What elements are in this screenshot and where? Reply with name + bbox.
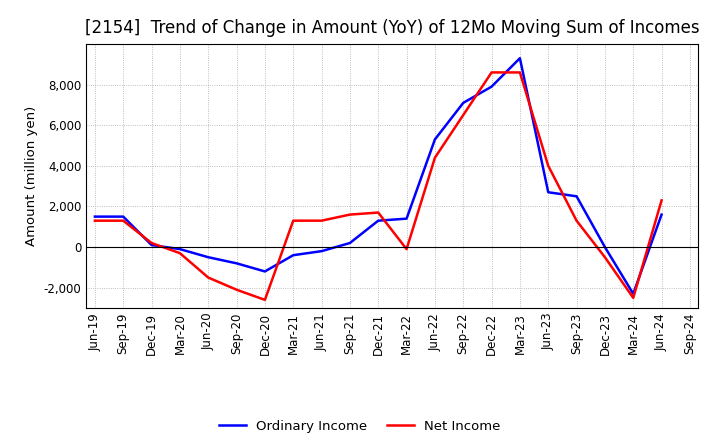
- Net Income: [148, 240, 156, 246]
- Ordinary Income: [629, 291, 637, 297]
- Net Income: [572, 218, 581, 224]
- Line: Net Income: Net Income: [95, 73, 662, 300]
- Ordinary Income: [374, 218, 382, 224]
- Ordinary Income: [459, 100, 467, 106]
- Net Income: [431, 155, 439, 160]
- Ordinary Income: [600, 245, 609, 250]
- Ordinary Income: [572, 194, 581, 199]
- Ordinary Income: [318, 249, 326, 254]
- Y-axis label: Amount (million yen): Amount (million yen): [25, 106, 38, 246]
- Ordinary Income: [346, 240, 354, 246]
- Ordinary Income: [204, 255, 212, 260]
- Ordinary Income: [657, 212, 666, 217]
- Net Income: [261, 297, 269, 303]
- Net Income: [318, 218, 326, 224]
- Ordinary Income: [91, 214, 99, 219]
- Net Income: [516, 70, 524, 75]
- Ordinary Income: [176, 246, 184, 252]
- Net Income: [402, 246, 411, 252]
- Net Income: [657, 198, 666, 203]
- Ordinary Income: [119, 214, 127, 219]
- Line: Ordinary Income: Ordinary Income: [95, 58, 662, 294]
- Ordinary Income: [487, 84, 496, 89]
- Net Income: [629, 295, 637, 301]
- Net Income: [119, 218, 127, 224]
- Net Income: [459, 113, 467, 118]
- Ordinary Income: [233, 260, 241, 266]
- Net Income: [233, 287, 241, 292]
- Ordinary Income: [431, 137, 439, 142]
- Ordinary Income: [261, 269, 269, 274]
- Net Income: [176, 250, 184, 256]
- Net Income: [91, 218, 99, 224]
- Net Income: [289, 218, 297, 224]
- Ordinary Income: [289, 253, 297, 258]
- Net Income: [600, 255, 609, 260]
- Legend: Ordinary Income, Net Income: Ordinary Income, Net Income: [214, 414, 506, 438]
- Ordinary Income: [148, 242, 156, 248]
- Ordinary Income: [516, 55, 524, 61]
- Ordinary Income: [402, 216, 411, 221]
- Net Income: [346, 212, 354, 217]
- Net Income: [487, 70, 496, 75]
- Net Income: [374, 210, 382, 215]
- Net Income: [544, 163, 552, 169]
- Ordinary Income: [544, 190, 552, 195]
- Net Income: [204, 275, 212, 280]
- Title: [2154]  Trend of Change in Amount (YoY) of 12Mo Moving Sum of Incomes: [2154] Trend of Change in Amount (YoY) o…: [85, 19, 700, 37]
